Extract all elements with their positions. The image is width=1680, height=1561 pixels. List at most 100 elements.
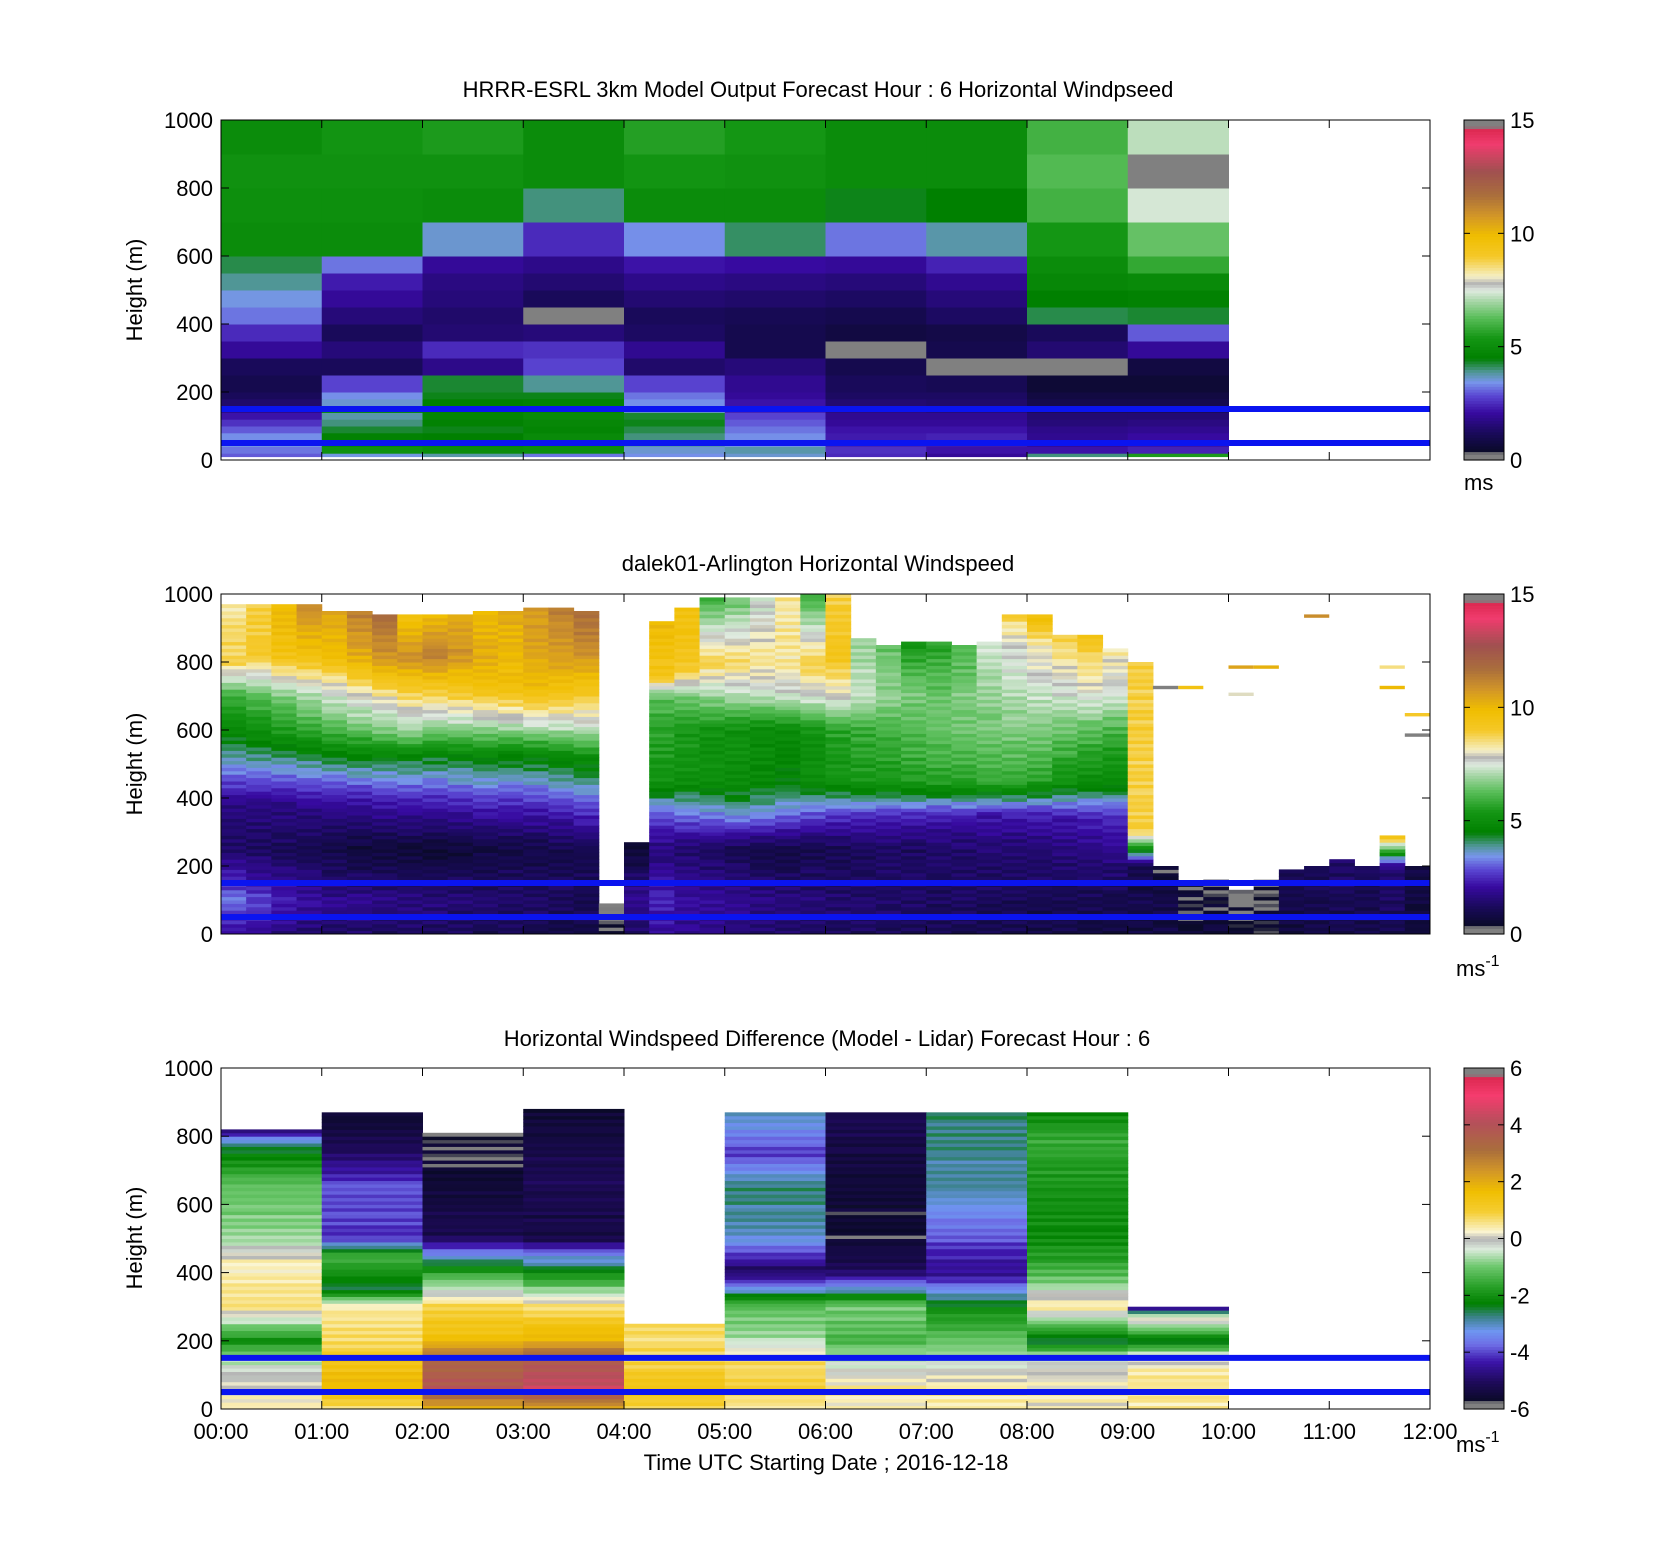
colorbar-segment xyxy=(1464,809,1504,813)
heatmap-cell xyxy=(674,855,701,860)
heatmap-cell xyxy=(749,804,776,809)
heatmap-cell xyxy=(699,930,726,935)
heatmap-cell xyxy=(296,770,323,775)
heatmap-cell xyxy=(221,774,247,779)
heatmap-cell xyxy=(901,838,927,843)
heatmap-cell xyxy=(447,910,474,915)
colorbar-segment xyxy=(1464,278,1504,283)
heatmap-cell xyxy=(221,716,247,721)
heatmap-cell xyxy=(472,872,499,877)
heatmap-cell xyxy=(649,641,675,646)
colorbar-segment xyxy=(1464,616,1504,621)
heatmap-cell xyxy=(724,1231,826,1236)
heatmap-cell xyxy=(523,273,625,291)
heatmap-cell xyxy=(1001,645,1028,649)
heatmap-cell xyxy=(825,1313,927,1318)
heatmap-cell xyxy=(1027,1296,1129,1301)
heatmap-cell xyxy=(1052,927,1078,932)
heatmap-cell xyxy=(372,702,398,707)
heatmap-cell xyxy=(523,675,549,680)
heatmap-cell xyxy=(1379,866,1406,870)
heatmap-cell xyxy=(1127,1395,1229,1400)
heatmap-cell xyxy=(246,604,272,609)
heatmap-cell xyxy=(649,628,675,632)
heatmap-cell xyxy=(825,273,927,291)
heatmap-cell xyxy=(926,777,952,782)
panel-model-ylabel: Height (m) xyxy=(122,239,147,342)
heatmap-cell xyxy=(246,781,272,785)
heatmap-cell xyxy=(321,1166,423,1171)
heatmap-cell xyxy=(1152,866,1179,870)
heatmap-cell xyxy=(800,607,826,612)
heatmap-cell xyxy=(724,1248,826,1253)
colorbar-segment xyxy=(1464,406,1504,410)
heatmap-cell xyxy=(296,655,323,660)
heatmap-cell xyxy=(397,747,423,751)
heatmap-cell xyxy=(1027,1163,1129,1168)
heatmap-cell xyxy=(775,692,801,697)
heatmap-cell xyxy=(1077,668,1104,673)
heatmap-cell xyxy=(1127,1385,1229,1390)
heatmap-cell xyxy=(472,723,499,728)
heatmap-cell xyxy=(724,1194,826,1199)
heatmap-cell xyxy=(498,726,524,731)
heatmap-cell xyxy=(573,713,600,717)
heatmap-cell xyxy=(296,750,323,755)
heatmap-cell xyxy=(825,398,927,407)
heatmap-cell xyxy=(271,791,298,796)
heatmap-cell xyxy=(296,699,323,704)
heatmap-cell xyxy=(1127,750,1154,755)
heatmap-cell xyxy=(850,859,877,864)
heatmap-cell xyxy=(296,679,323,683)
heatmap-cell xyxy=(346,760,373,765)
heatmap-cell xyxy=(749,866,776,870)
heatmap-cell xyxy=(724,1139,826,1144)
heatmap-cell xyxy=(1052,869,1078,874)
heatmap-cell xyxy=(498,862,524,867)
colorbar-segment xyxy=(1464,1386,1504,1390)
heatmap-cell xyxy=(699,808,726,813)
heatmap-cell xyxy=(875,876,902,881)
heatmap-cell xyxy=(271,920,298,925)
heatmap-cell xyxy=(749,862,776,867)
heatmap-cell xyxy=(523,1245,625,1250)
colorbar-segment xyxy=(1464,755,1504,759)
heatmap-cell xyxy=(548,692,575,697)
heatmap-cell xyxy=(246,896,272,901)
heatmap-cell xyxy=(221,1330,323,1335)
heatmap-cell xyxy=(397,896,423,901)
heatmap-cell xyxy=(321,893,348,898)
heatmap-cell xyxy=(271,825,298,830)
heatmap-cell xyxy=(221,1378,323,1383)
heatmap-cell xyxy=(649,801,675,806)
heatmap-cell xyxy=(951,757,978,762)
heatmap-cell xyxy=(749,798,776,802)
heatmap-cell xyxy=(321,1200,423,1205)
heatmap-cell xyxy=(926,1306,1028,1311)
colorbar-segment xyxy=(1464,684,1504,689)
heatmap-cell xyxy=(321,920,348,925)
heatmap-cell xyxy=(296,852,323,857)
heatmap-cell xyxy=(246,638,272,643)
heatmap-cell xyxy=(1001,811,1028,816)
heatmap-cell xyxy=(321,825,348,830)
heatmap-cell xyxy=(1404,876,1431,881)
heatmap-cell xyxy=(321,682,348,687)
colorbar-segment xyxy=(1464,636,1504,640)
heatmap-cell xyxy=(321,896,348,901)
heatmap-cell xyxy=(1052,730,1078,734)
colorbar-segment xyxy=(1464,431,1504,436)
heatmap-cell xyxy=(1001,672,1028,677)
heatmap-cell xyxy=(221,862,247,867)
heatmap-cell xyxy=(724,1279,826,1284)
heatmap-cell xyxy=(976,866,1003,870)
heatmap-cell xyxy=(447,638,474,643)
colorbar-segment xyxy=(1464,868,1504,873)
heatmap-cell xyxy=(749,869,776,874)
colorbar-segment xyxy=(1464,346,1504,351)
heatmap-cell xyxy=(1077,767,1104,772)
heatmap-cell xyxy=(271,726,298,731)
heatmap-cell xyxy=(1329,866,1355,870)
heatmap-cell xyxy=(1127,852,1154,857)
heatmap-cell xyxy=(1027,855,1053,860)
